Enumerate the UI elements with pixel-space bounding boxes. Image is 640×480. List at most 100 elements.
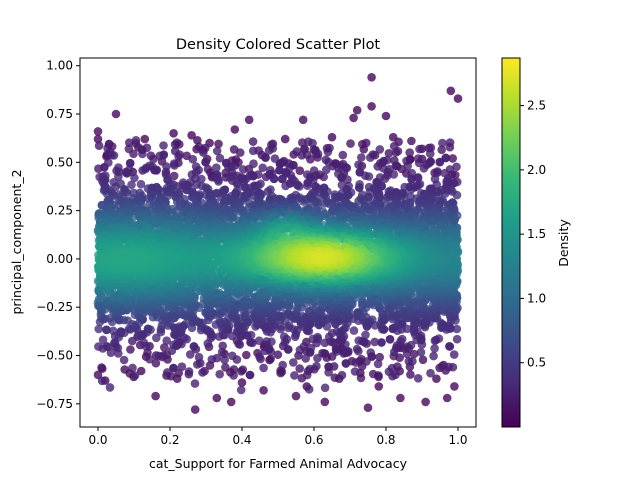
scatter-point [267, 140, 276, 150]
scatter-point [364, 172, 374, 181]
scatter-point [152, 333, 161, 343]
scatter-point [228, 351, 237, 361]
scatter-point [169, 363, 178, 373]
scatter-point [330, 373, 340, 383]
scatter-point [242, 350, 251, 360]
scatter-point [290, 371, 299, 380]
scatter-point [136, 366, 146, 376]
scatter-point [356, 373, 366, 383]
scatter-point [415, 144, 424, 154]
scatter-point [220, 355, 229, 365]
scatter-point [107, 150, 116, 160]
scatter-point [308, 138, 317, 148]
scatter-point [174, 152, 183, 161]
scatter-point [94, 141, 104, 150]
scatter-point [258, 163, 268, 173]
scatter-point [375, 352, 385, 362]
scatter-point [391, 370, 400, 380]
scatter-point [295, 166, 305, 175]
scatter-point [327, 132, 337, 142]
scatter-point [138, 149, 147, 159]
scatter-point [172, 138, 182, 147]
scatter-point [302, 170, 312, 179]
scatter-point [265, 355, 274, 365]
scatter-point [441, 153, 451, 163]
scatter-point [98, 364, 107, 374]
scatter-point [246, 330, 256, 340]
scatter-point [303, 181, 312, 190]
scatter-point [437, 145, 447, 155]
scatter-point [452, 190, 462, 200]
scatter-point [259, 363, 268, 373]
scatter-point [295, 364, 305, 373]
scatter-point [361, 330, 370, 340]
scatter-point [150, 165, 159, 175]
scatter-point [229, 365, 239, 374]
scatter-point [238, 365, 248, 375]
scatter-point [212, 393, 222, 403]
scatter-point [94, 324, 103, 334]
scatter-point [245, 370, 255, 380]
scatter-point [235, 340, 245, 349]
scatter-point [421, 397, 430, 407]
scatter-point [302, 370, 312, 380]
scatter-point [389, 170, 399, 179]
scatter-point [230, 125, 240, 134]
scatter-point [370, 337, 380, 347]
scatter-point [320, 383, 330, 393]
scatter-point [221, 363, 230, 372]
scatter-point [280, 134, 290, 144]
scatter-point [215, 153, 225, 163]
scatter-point [269, 174, 279, 184]
scatter-point [429, 351, 438, 361]
scatter-point [418, 355, 428, 365]
scatter-point [324, 157, 333, 167]
scatter-point [341, 359, 351, 368]
scatter-point [119, 355, 129, 365]
scatter-point [444, 362, 454, 372]
scatter-point [451, 170, 460, 180]
scatter-point [181, 320, 190, 329]
scatter-point [346, 139, 355, 148]
scatter-point [159, 351, 168, 360]
scatter-point [125, 138, 134, 147]
scatter-point [235, 148, 245, 157]
scatter-point [102, 325, 111, 335]
scatter-point [363, 403, 373, 413]
scatter-point [163, 368, 172, 377]
scatter-point [406, 370, 415, 379]
scatter-point [384, 367, 394, 377]
scatter-point [338, 150, 348, 160]
scatter-point [448, 154, 458, 163]
scatter-point [141, 164, 150, 174]
scatter-point [108, 326, 118, 336]
scatter-point [278, 360, 288, 370]
scatter-point [432, 374, 441, 384]
scatter-point [215, 369, 224, 379]
scatter-point [94, 342, 103, 351]
scatter-point [299, 342, 309, 351]
scatter-point [405, 148, 415, 157]
scatter-point [159, 150, 168, 160]
scatter-point [256, 354, 265, 364]
scatter-point [381, 111, 391, 121]
scatter-point [397, 334, 407, 344]
scatter-point [396, 393, 405, 403]
scatter-point [355, 183, 364, 192]
scatter-point [238, 165, 248, 174]
scatter-point [226, 397, 236, 407]
scatter-point [97, 376, 107, 386]
scatter-point [197, 174, 206, 184]
scatter-point [331, 345, 341, 354]
scatter-point [236, 385, 246, 395]
scatter-point [203, 164, 213, 174]
scatter-point [306, 343, 316, 353]
scatter-point [193, 136, 202, 145]
scatter-point [273, 350, 283, 360]
scatter-point [426, 143, 436, 152]
scatter-point [145, 354, 154, 364]
scatter-point [140, 134, 150, 144]
scatter-point [277, 174, 287, 184]
scatter-point [437, 361, 447, 371]
scatter-point [407, 174, 417, 184]
